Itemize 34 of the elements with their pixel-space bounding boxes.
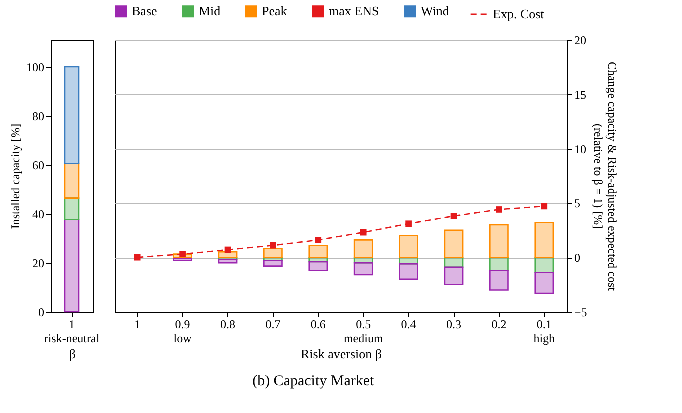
legend-label: Wind [421, 4, 450, 19]
x-tick-label: 0.2 [492, 318, 507, 332]
y-tick-label: 20 [32, 256, 44, 270]
y2-tick-label: 20 [574, 34, 586, 48]
y2-tick-label: 5 [574, 196, 580, 211]
x-tick-label: 0.5 medium [344, 318, 384, 346]
legend-label: Peak [262, 4, 288, 19]
legend-label: Mid [199, 4, 222, 19]
y2-tick-label: 15 [574, 88, 586, 102]
text: (b) Capacity Market [252, 374, 376, 390]
y2-axis-title: Change capacity & Risk-adjusted expected cost (relative to β = 1) [%] [591, 62, 620, 292]
x-tick-label: 0.1 high [534, 318, 556, 346]
y-tick-label: 60 [32, 158, 44, 172]
legend-label: Base [132, 4, 158, 19]
x-tick-label: 0.7 [266, 318, 281, 332]
x-axis-title: β [69, 346, 76, 362]
x-tick-label: 0.8 [220, 318, 236, 332]
y-tick-label: 0 [38, 306, 44, 320]
x-tick-label: 1 [134, 318, 141, 332]
y2-tick-label: 0 [574, 251, 580, 266]
x-tick-label: 0.9 low [174, 318, 192, 346]
x-tick-label: 1 risk-neutral [44, 318, 100, 346]
y2-tick-label: −5 [574, 306, 588, 320]
y-tick-label: 100 [26, 60, 44, 74]
y2-tick-label: 10 [574, 142, 586, 156]
y-axis-title: Installed capacity [%] [8, 124, 22, 230]
legend-label: max ENS [329, 4, 380, 19]
y-tick-label: 80 [32, 109, 44, 124]
x-tick-label: 0.6 [310, 318, 326, 332]
legend-label: Exp. Cost [493, 6, 545, 22]
y-tick-label: 40 [32, 207, 44, 222]
x-axis-title: Risk aversion β [301, 346, 382, 362]
x-tick-label: 0.3 [446, 318, 462, 332]
x-tick-label: 0.4 [401, 318, 416, 332]
